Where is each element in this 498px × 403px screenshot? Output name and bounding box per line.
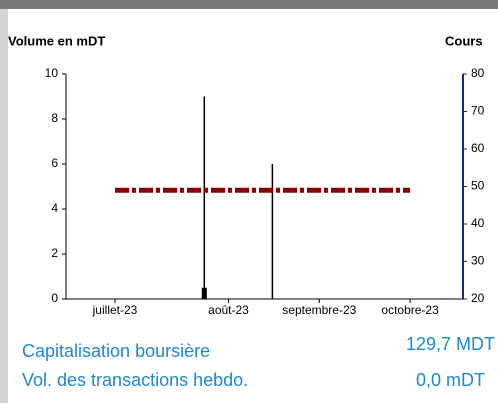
y-tick-label: 4 — [51, 201, 58, 215]
volume-bar — [271, 164, 274, 299]
stat-label: Capitalisation boursière — [22, 341, 210, 361]
y-tick-label: 10 — [45, 66, 59, 80]
y2-tick-label: 20 — [471, 291, 485, 305]
x-tick-label: octobre-23 — [381, 303, 439, 317]
y-axis-title: Volume en mDT — [8, 33, 105, 48]
left-strip — [0, 9, 8, 403]
stat-value: 0,0 mDT — [416, 370, 485, 390]
stat-value: 129,7 MDT — [406, 334, 495, 354]
y2-tick-label: 40 — [471, 216, 485, 230]
y-tick-label: 0 — [51, 291, 58, 305]
y2-tick-label: 60 — [471, 141, 485, 155]
y-tick-label: 2 — [51, 246, 58, 260]
x-tick-label: septembre-23 — [282, 303, 356, 317]
volume-bar — [203, 96, 206, 299]
y2-tick-label: 30 — [471, 254, 485, 268]
y2-axis-title: Cours — [445, 33, 483, 48]
y2-tick-label: 70 — [471, 104, 485, 118]
volume-bar — [201, 287, 207, 299]
stat-label: Vol. des transactions hebdo. — [22, 370, 248, 390]
top-bar — [0, 0, 498, 9]
y2-tick-label: 80 — [471, 66, 485, 80]
x-tick-label: juillet-23 — [92, 303, 138, 317]
y2-tick-label: 50 — [471, 179, 485, 193]
y-tick-label: 8 — [51, 111, 58, 125]
y-tick-label: 6 — [51, 156, 58, 170]
x-tick-label: août-23 — [208, 303, 249, 317]
